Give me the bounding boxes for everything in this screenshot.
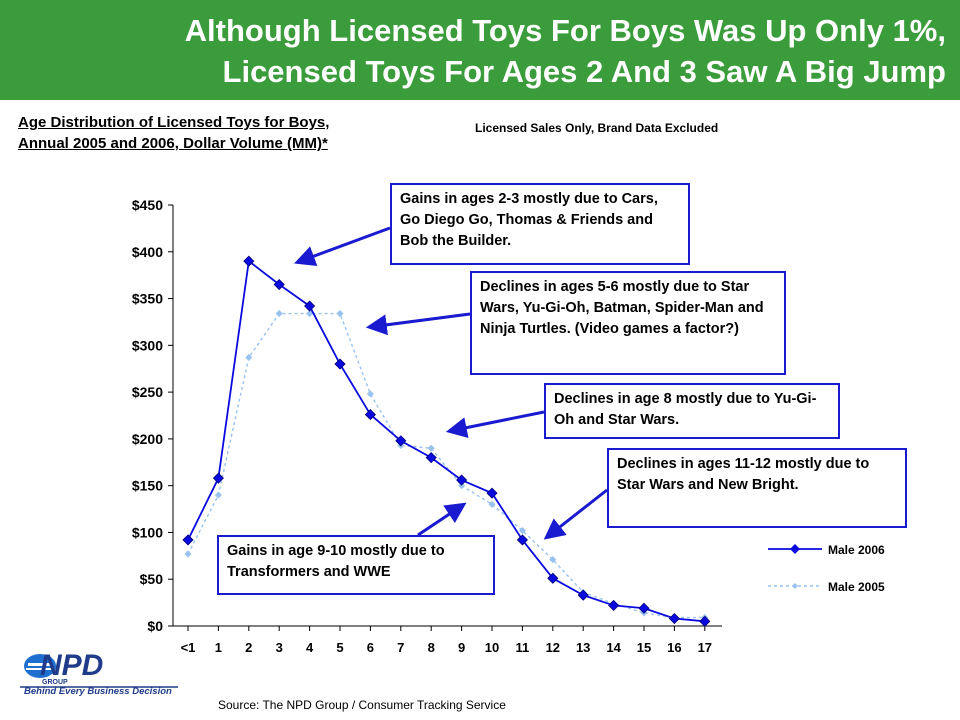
data-point-male-2005 <box>488 500 496 508</box>
data-point-male-2006 <box>699 615 711 627</box>
y-tick-label: $250 <box>132 384 163 400</box>
data-note: Licensed Sales Only, Brand Data Excluded <box>475 121 719 135</box>
legend-label-male-2006: Male 2006 <box>828 543 885 557</box>
data-point-male-2005 <box>336 309 344 318</box>
x-tick-label: 5 <box>336 640 343 655</box>
logo-wordmark: NPD <box>40 649 103 682</box>
x-tick-label: 1 <box>215 640 222 655</box>
data-point-male-2006 <box>334 358 346 370</box>
chart-subtitle: Age Distribution of Licensed Toys for Bo… <box>18 112 329 154</box>
logo-group: GROUP <box>42 679 68 686</box>
data-point-male-2006 <box>273 278 285 291</box>
data-point-male-2005 <box>275 309 283 318</box>
x-tick-label: 3 <box>276 640 283 655</box>
y-tick-label: $150 <box>132 478 163 494</box>
data-point-male-2006 <box>486 487 498 499</box>
callout-gains-ages-2-3: Gains in ages 2-3 mostly due to Cars, Go… <box>390 183 690 265</box>
data-point-male-2006 <box>516 534 528 546</box>
subtitle-line-2: Annual 2005 and 2006, Dollar Volume (MM)… <box>18 135 328 152</box>
logo-tagline: Behind Every Business Decision <box>24 686 172 697</box>
data-point-male-2005 <box>518 527 526 535</box>
callout-gains-ages-9-10: Gains in age 9-10 mostly due to Transfor… <box>217 535 495 595</box>
data-point-male-2006 <box>212 472 224 484</box>
y-tick-label: $400 <box>132 244 163 260</box>
x-tick-label: 7 <box>397 640 404 655</box>
x-tick-label: 16 <box>667 640 681 655</box>
data-point-male-2005 <box>214 491 222 499</box>
arrow-gains-9-10 <box>417 502 467 537</box>
x-tick-label: 8 <box>428 640 435 655</box>
x-tick-label: 4 <box>306 640 314 655</box>
arrow-gains-2-3 <box>294 226 391 267</box>
data-point-male-2006 <box>638 602 650 614</box>
y-tick-label: $450 <box>132 197 163 213</box>
data-point-male-2006 <box>243 255 255 267</box>
data-point-male-2006 <box>668 612 680 625</box>
x-tick-label: 2 <box>245 640 252 655</box>
data-point-male-2005 <box>549 556 557 564</box>
x-tick-label: 12 <box>546 640 560 655</box>
data-point-male-2005 <box>458 482 466 490</box>
y-tick-label: $200 <box>132 431 163 447</box>
x-tick-label: 6 <box>367 640 374 655</box>
data-point-male-2005 <box>427 444 435 452</box>
data-point-male-2006 <box>304 300 316 312</box>
npd-logo: NPD GROUP <box>20 649 178 688</box>
y-tick-label: $300 <box>132 337 163 353</box>
legend-marker-male-2006 <box>790 544 800 554</box>
x-tick-label: 11 <box>516 640 530 655</box>
y-tick-label: $0 <box>147 618 163 634</box>
data-point-male-2006 <box>608 599 620 611</box>
legend-label-male-2005: Male 2005 <box>828 580 885 594</box>
legend-marker-male-2005 <box>792 583 798 589</box>
callout-declines-ages-11-12: Declines in ages 11-12 mostly due to Sta… <box>607 448 907 528</box>
callout-declines-ages-5-6: Declines in ages 5-6 mostly due to Star … <box>470 271 786 375</box>
title-line-1: Although Licensed Toys For Boys Was Up O… <box>184 13 946 48</box>
data-point-male-2006 <box>395 435 407 447</box>
y-tick-label: $350 <box>132 291 163 307</box>
data-point-male-2005 <box>306 309 314 318</box>
arrow-declines-5-6 <box>365 312 471 336</box>
x-tick-label: <1 <box>181 640 196 655</box>
x-tick-label: 14 <box>606 640 621 655</box>
x-tick-label: 9 <box>458 640 465 655</box>
data-point-male-2006 <box>364 408 376 421</box>
title-banner <box>0 0 960 100</box>
data-point-male-2006 <box>577 589 589 601</box>
source-note: Source: The NPD Group / Consumer Trackin… <box>218 698 506 712</box>
data-point-male-2006 <box>425 452 437 464</box>
data-point-male-2005 <box>245 353 253 362</box>
x-tick-label: 15 <box>637 640 651 655</box>
title-line-2: Licensed Toys For Ages 2 And 3 Saw A Big… <box>222 54 946 89</box>
arrow-declines-8 <box>445 410 545 438</box>
x-tick-label: 10 <box>485 640 499 655</box>
data-point-male-2006 <box>182 534 194 546</box>
y-tick-label: $100 <box>132 524 163 540</box>
subtitle-line-1: Age Distribution of Licensed Toys for Bo… <box>18 114 330 131</box>
data-point-male-2005 <box>184 550 192 558</box>
data-point-male-2006 <box>547 572 559 584</box>
page-title: Although Licensed Toys For Boys Was Up O… <box>185 10 946 92</box>
data-point-male-2006 <box>456 474 468 486</box>
x-tick-label: 13 <box>576 640 590 655</box>
y-tick-label: $50 <box>140 571 164 587</box>
data-point-male-2005 <box>366 390 374 398</box>
callout-declines-age-8: Declines in age 8 mostly due to Yu-Gi-Oh… <box>544 383 840 439</box>
arrow-declines-11-12 <box>543 488 608 540</box>
x-tick-label: 17 <box>698 640 712 655</box>
